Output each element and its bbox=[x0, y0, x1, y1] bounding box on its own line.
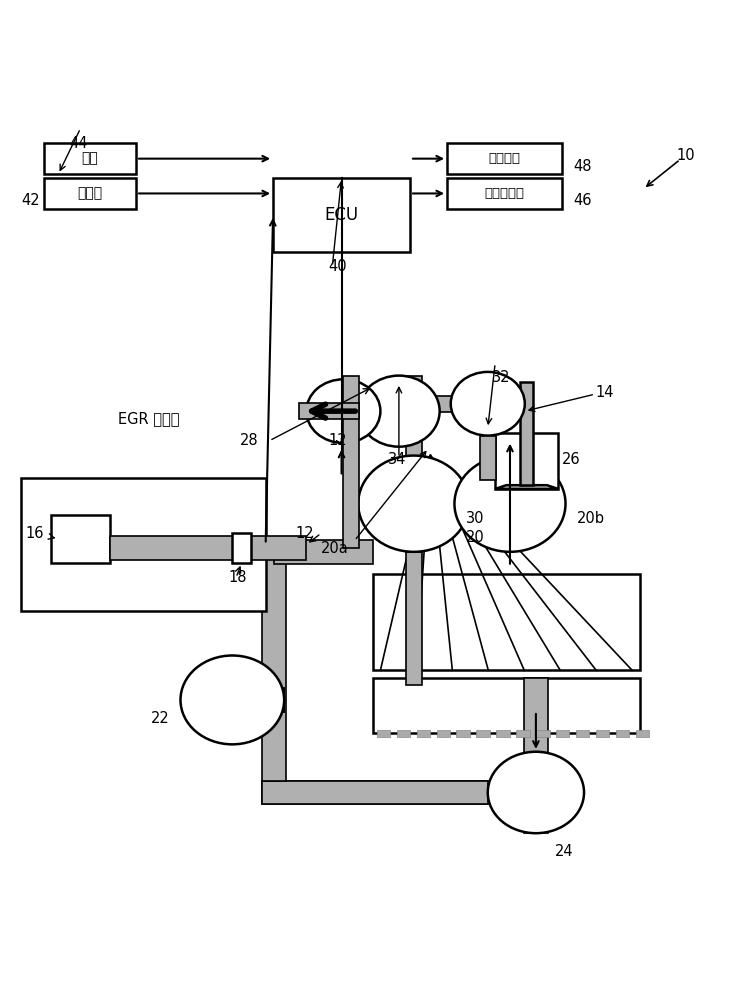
Bar bbox=[262, 688, 284, 712]
Text: 28: 28 bbox=[239, 433, 258, 448]
Text: 14: 14 bbox=[595, 385, 614, 400]
Text: 燃料喷射阀: 燃料喷射阀 bbox=[484, 187, 524, 200]
Bar bbox=[397, 730, 410, 737]
Bar bbox=[377, 730, 390, 737]
Bar bbox=[273, 178, 410, 252]
Text: EGR 气体流: EGR 气体流 bbox=[118, 411, 179, 426]
Text: ECU: ECU bbox=[325, 206, 359, 224]
Polygon shape bbox=[495, 485, 558, 489]
Bar bbox=[536, 730, 550, 737]
Bar bbox=[406, 376, 422, 552]
Bar bbox=[373, 574, 639, 670]
Bar bbox=[576, 730, 589, 737]
Ellipse shape bbox=[358, 376, 439, 447]
Ellipse shape bbox=[451, 372, 524, 436]
Text: 30: 30 bbox=[466, 511, 484, 526]
Bar bbox=[262, 781, 488, 804]
Text: 点火装置: 点火装置 bbox=[489, 152, 521, 165]
Bar bbox=[274, 540, 373, 564]
Bar bbox=[556, 730, 569, 737]
Bar bbox=[447, 178, 562, 209]
Bar bbox=[373, 678, 639, 733]
Text: 34: 34 bbox=[388, 452, 406, 467]
Bar bbox=[406, 552, 422, 685]
Text: 44: 44 bbox=[69, 136, 88, 151]
Bar bbox=[436, 730, 450, 737]
Text: 10: 10 bbox=[677, 148, 695, 163]
Bar bbox=[299, 403, 359, 419]
Text: 16: 16 bbox=[25, 526, 43, 541]
Bar bbox=[457, 730, 470, 737]
Bar bbox=[495, 433, 558, 489]
Ellipse shape bbox=[307, 379, 380, 443]
Ellipse shape bbox=[454, 456, 565, 552]
Bar bbox=[22, 478, 266, 611]
Bar bbox=[232, 533, 251, 563]
Bar bbox=[51, 515, 110, 563]
Text: 24: 24 bbox=[554, 844, 573, 859]
Text: 20b: 20b bbox=[577, 511, 604, 526]
Bar bbox=[43, 178, 136, 209]
Text: 26: 26 bbox=[562, 452, 580, 467]
Text: 12: 12 bbox=[328, 433, 347, 448]
Text: 水溫: 水溫 bbox=[81, 152, 98, 166]
Text: 46: 46 bbox=[573, 193, 592, 208]
Bar bbox=[262, 781, 488, 804]
Bar bbox=[416, 730, 430, 737]
Bar bbox=[43, 143, 136, 174]
Text: 20: 20 bbox=[466, 530, 484, 545]
Ellipse shape bbox=[181, 655, 284, 744]
Bar bbox=[477, 730, 489, 737]
Text: 18: 18 bbox=[228, 570, 247, 585]
Bar bbox=[274, 688, 284, 712]
Bar bbox=[516, 730, 530, 737]
Text: 曲柄角: 曲柄角 bbox=[78, 186, 102, 200]
Bar bbox=[447, 143, 562, 174]
Bar bbox=[524, 678, 548, 833]
Text: 40: 40 bbox=[328, 259, 347, 274]
Bar bbox=[636, 730, 649, 737]
Text: 20a: 20a bbox=[322, 541, 349, 556]
Text: 42: 42 bbox=[22, 193, 40, 208]
Bar bbox=[380, 396, 524, 412]
Text: 22: 22 bbox=[151, 711, 169, 726]
Bar bbox=[110, 536, 307, 560]
Ellipse shape bbox=[488, 752, 584, 833]
Bar bbox=[596, 730, 609, 737]
Bar bbox=[342, 376, 359, 548]
Bar bbox=[262, 552, 286, 781]
Text: 12: 12 bbox=[295, 526, 314, 541]
Bar bbox=[520, 382, 533, 485]
Bar bbox=[480, 436, 496, 480]
Text: 32: 32 bbox=[492, 370, 510, 385]
Bar bbox=[496, 730, 510, 737]
Text: 48: 48 bbox=[573, 159, 592, 174]
Ellipse shape bbox=[358, 456, 469, 552]
Bar bbox=[616, 730, 629, 737]
